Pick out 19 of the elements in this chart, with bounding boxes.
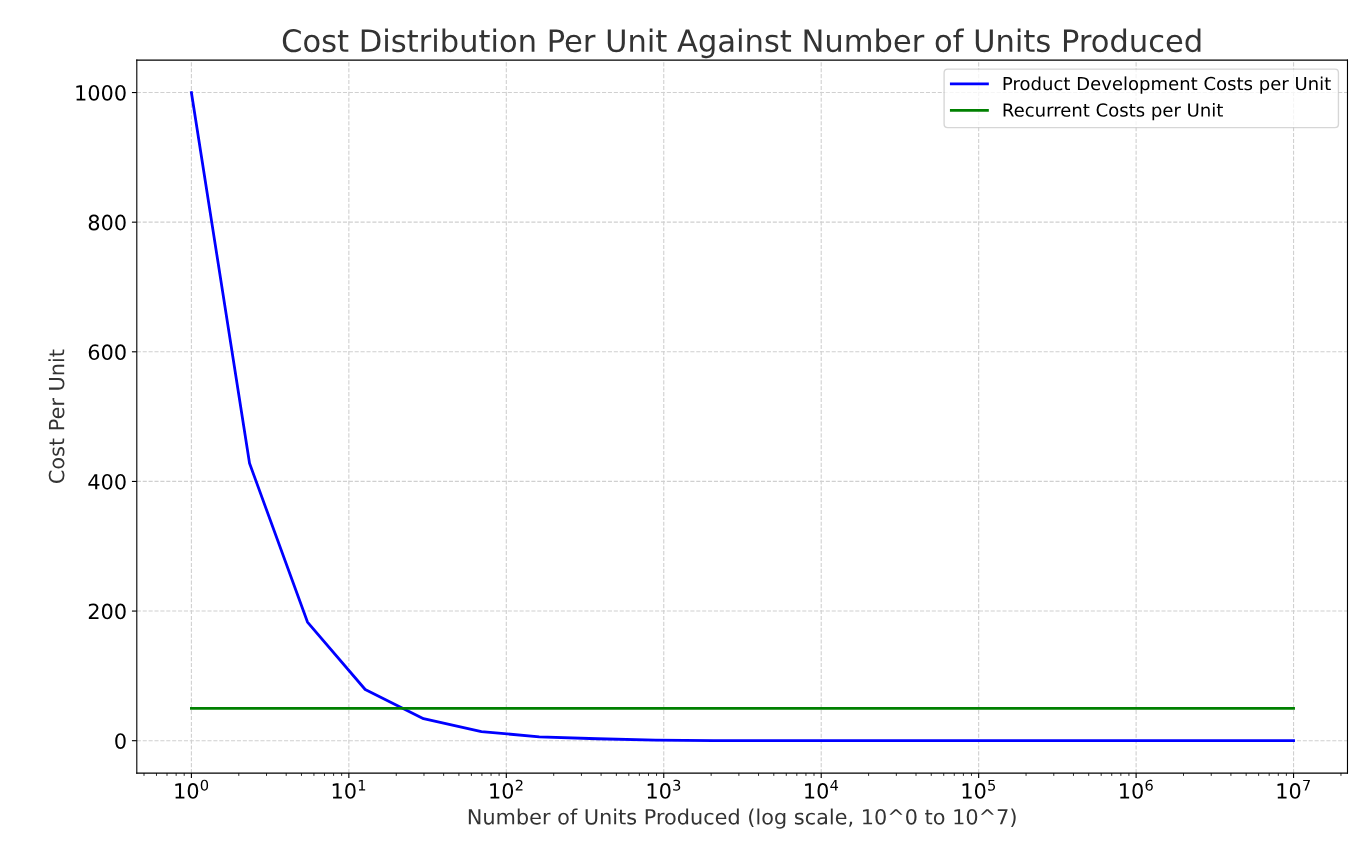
x-tick-label: 10$^{5}$ (962, 779, 996, 799)
y-tick-label: 1000 (76, 84, 126, 101)
legend-label: Product Development Costs per Unit (1003, 76, 1331, 94)
y-tick-label: 400 (88, 473, 126, 490)
y-tick-label: 600 (88, 344, 126, 361)
y-tick-label: 200 (88, 603, 126, 620)
x-tick-label: 10$^{7}$ (1277, 779, 1310, 799)
x-tick-label: 10$^{3}$ (647, 779, 681, 799)
y-tick-label: 0 (115, 733, 126, 749)
legend-label: Recurrent Costs per Unit (1003, 102, 1223, 121)
x-tick-label: 10$^{1}$ (332, 779, 366, 799)
y-axis-title: Cost Per Unit (48, 349, 65, 484)
x-tick-label: 10$^{6}$ (1120, 779, 1153, 799)
x-axis-title: Number of Units Produced (log scale, 10^0 to 10^7) (468, 808, 1016, 829)
x-tick-label: 10$^{0}$ (175, 779, 209, 799)
chart-title: Cost Distribution Per Unit Against Number of Units Produced (282, 28, 1201, 59)
y-tick-label: 800 (88, 214, 126, 231)
x-tick-label: 10$^{2}$ (490, 779, 523, 799)
x-tick-label: 10$^{4}$ (805, 779, 839, 799)
